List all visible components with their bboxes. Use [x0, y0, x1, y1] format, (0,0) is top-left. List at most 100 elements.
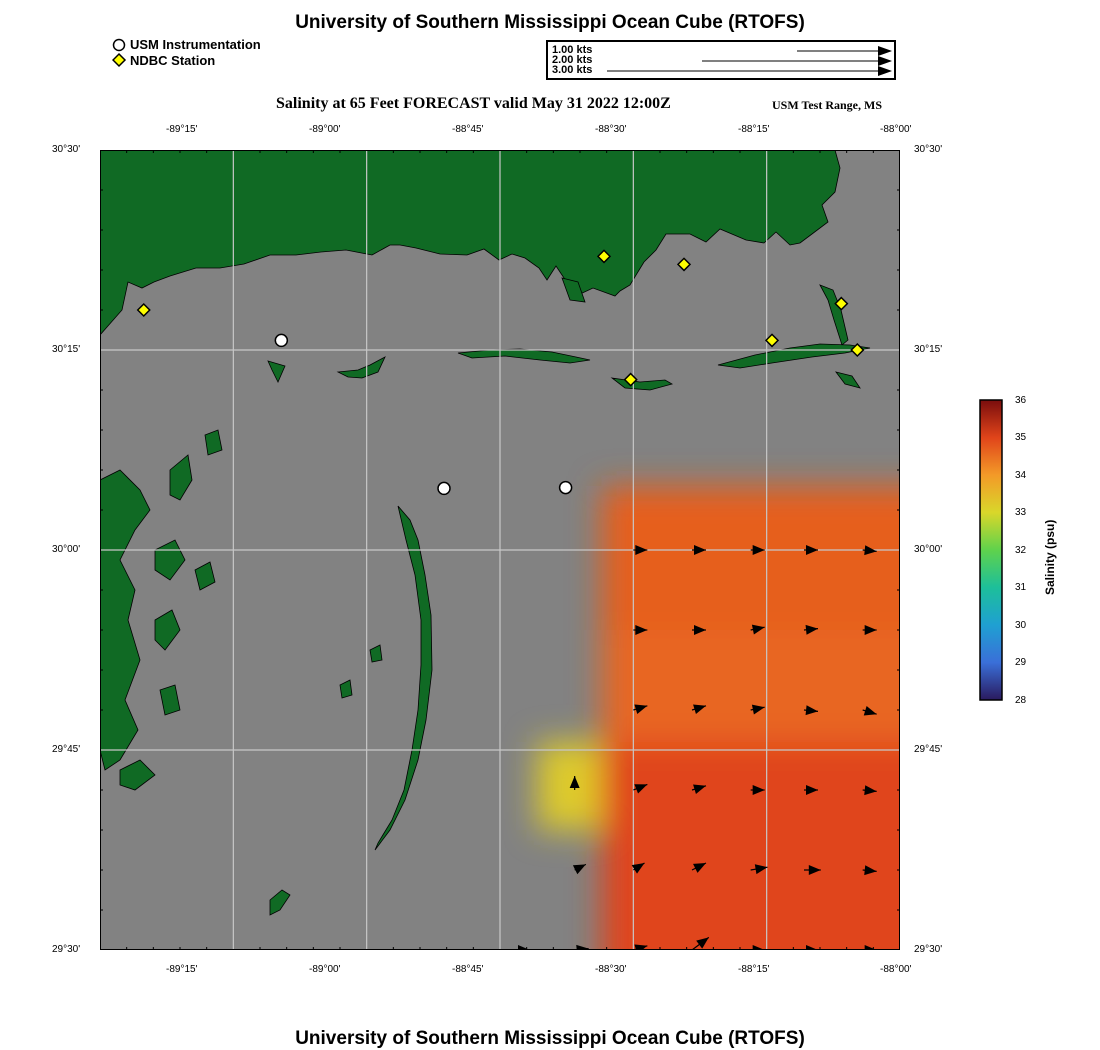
ndbc-legend-icon — [112, 52, 127, 68]
left-tick-label: 29°45' — [52, 744, 81, 755]
current-vector — [633, 704, 648, 715]
vector-head — [693, 704, 706, 715]
vector-head — [806, 945, 818, 950]
bottom-tick-label: -88°45' — [452, 964, 484, 975]
usm-station-icon — [437, 481, 451, 496]
marsh-8 — [119, 759, 156, 791]
colorbar-tick: 32 — [1015, 545, 1027, 556]
vector-head — [569, 776, 580, 788]
vector-head — [634, 704, 648, 715]
marsh-7 — [159, 684, 181, 716]
bottom-tick-label: -88°15' — [738, 964, 770, 975]
salinity-cell — [601, 742, 900, 950]
right-tick-label: 30°00' — [914, 544, 943, 555]
current-vector — [862, 545, 877, 556]
bottom-tick-label: -88°00' — [880, 964, 912, 975]
usm-legend-icon — [112, 38, 126, 52]
colorbar-tick: 31 — [1015, 582, 1027, 593]
vector-scale-label-2: 2.00 kts — [552, 54, 593, 66]
vector-scale-label-3: 3.00 kts — [552, 64, 593, 76]
graticule — [100, 150, 900, 950]
legend-symbols — [112, 38, 127, 68]
top-tick-label: -89°15' — [166, 124, 198, 135]
colorbar-tick: 35 — [1015, 432, 1027, 443]
current-vector — [750, 945, 765, 950]
current-vector — [691, 784, 707, 795]
vector-head — [864, 785, 877, 796]
left-tick-label: 30°15' — [52, 344, 81, 355]
current-vector — [692, 625, 706, 635]
salinity-cell — [601, 486, 900, 630]
salinity-field-layer — [537, 486, 900, 950]
vector-head — [806, 785, 818, 795]
current-vector — [631, 862, 645, 874]
vector-head — [696, 937, 709, 949]
ndbc-station-icon — [764, 333, 780, 348]
marsh-12 — [561, 277, 586, 303]
current-vector — [633, 625, 648, 635]
vector-head — [864, 625, 877, 635]
right-tick-label: 29°30' — [914, 944, 943, 955]
left-tick-label: 29°30' — [52, 944, 81, 955]
salinity-cell — [601, 630, 900, 742]
vector-head — [863, 705, 877, 716]
colorbar-tick: 30 — [1015, 620, 1027, 631]
right-tick-label: 30°30' — [914, 144, 943, 155]
current-vector — [750, 864, 768, 875]
vector-head — [694, 545, 706, 555]
vector-scale-label-1: 1.00 kts — [552, 44, 593, 56]
vector-head — [754, 864, 768, 875]
marsh-1 — [100, 469, 151, 771]
colorbar-tick: 29 — [1015, 657, 1027, 668]
frame-ticks — [100, 150, 900, 950]
bottom-tick-label: -88°30' — [595, 964, 627, 975]
current-vector — [804, 785, 818, 795]
current-vector — [692, 545, 706, 555]
top-tick-label: -88°00' — [880, 124, 912, 135]
ndbc-station-icon — [623, 372, 638, 387]
cat-island — [267, 360, 286, 383]
current-vector — [804, 865, 821, 875]
vector-head — [693, 784, 706, 795]
vector-head — [805, 624, 818, 635]
current-vector — [804, 545, 818, 555]
vector-head — [634, 944, 648, 950]
bottom-tick-label: -89°00' — [309, 964, 341, 975]
marsh-9 — [339, 679, 353, 699]
colorbar-title: Salinity (psu) — [1043, 519, 1057, 595]
scale-arrow-head — [878, 66, 892, 76]
ndbc-station-icon — [596, 249, 612, 264]
land-layer — [100, 150, 871, 916]
chandeleur-islands — [374, 505, 433, 851]
ndbc-station-icon — [850, 342, 865, 358]
current-vector — [803, 705, 819, 716]
vector-head — [631, 863, 645, 874]
scale-arrow — [607, 66, 892, 76]
salinity-cell — [537, 742, 602, 830]
legend-usm-label: USM Instrumentation — [130, 37, 261, 52]
vector-head — [694, 625, 706, 635]
map-subtitle: Salinity at 65 Feet FORECAST valid May 3… — [276, 95, 671, 112]
mobile-point — [819, 284, 849, 346]
marsh-2 — [169, 454, 193, 501]
legend-ndbc-label: NDBC Station — [130, 53, 216, 68]
breton-island — [269, 889, 291, 916]
vector-head — [751, 704, 765, 715]
ndbc-station-icon — [136, 302, 151, 318]
scale-arrow-head — [878, 46, 892, 56]
colorbar-gradient — [979, 399, 1003, 701]
bottom-tick-label: -89°15' — [166, 964, 198, 975]
vector-head — [635, 625, 648, 635]
marsh-11 — [835, 371, 861, 389]
top-tick-label: -88°15' — [738, 124, 770, 135]
ship-island — [336, 356, 386, 379]
vector-scale-box: 1.00 kts 2.00 kts 3.00 kts — [546, 40, 896, 80]
ndbc-station-icon — [676, 257, 692, 272]
colorbar — [979, 399, 1003, 701]
vector-head — [635, 545, 648, 555]
current-vector — [572, 863, 587, 875]
top-tick-label: -88°30' — [595, 124, 627, 135]
current-vector — [633, 545, 648, 555]
current-vector — [691, 936, 710, 950]
marsh-4 — [154, 609, 181, 651]
